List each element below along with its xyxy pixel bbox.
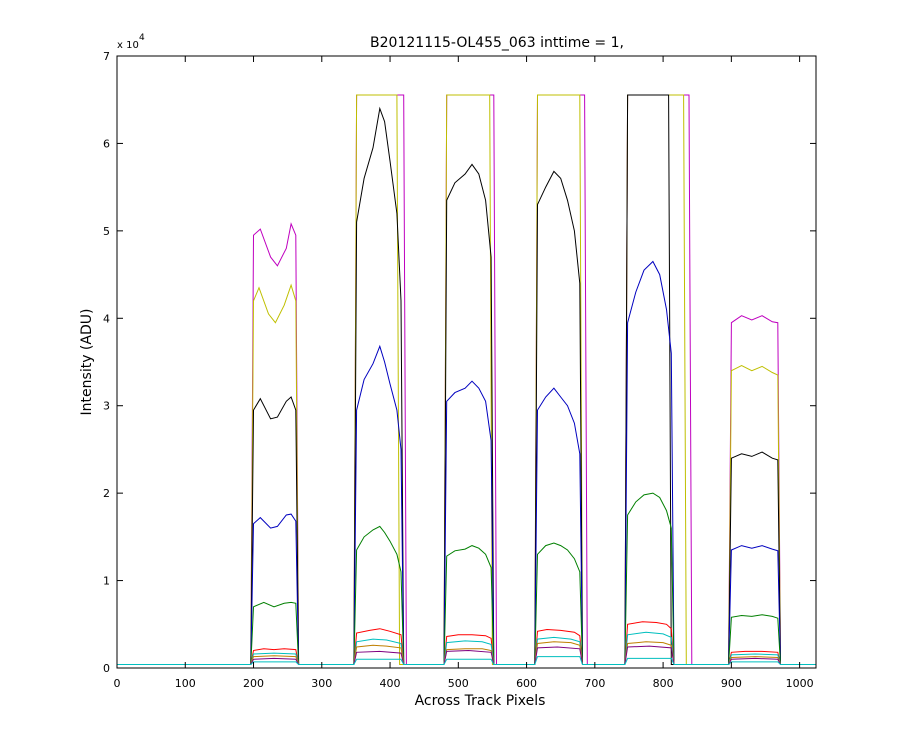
y-tick-label: 6 xyxy=(103,137,110,150)
y-tick-label: 1 xyxy=(103,575,110,588)
y-multiplier-exponent: 4 xyxy=(139,33,145,43)
y-tick-label: 0 xyxy=(103,662,110,675)
y-tick-label: 4 xyxy=(103,312,110,325)
x-tick-label: 1000 xyxy=(786,677,814,690)
plot-lines xyxy=(117,94,816,665)
x-tick-label: 0 xyxy=(114,677,121,690)
y-multiplier-text: x 10 xyxy=(117,40,139,51)
y-tick-label: 2 xyxy=(103,487,110,500)
x-tick-label: 100 xyxy=(175,677,196,690)
axes: 0 100 200 300 400 500 600 700 800 900 1000 0 1 2 3 4 5 6 7 xyxy=(103,50,817,690)
y-tick-label: 5 xyxy=(103,225,110,238)
x-tick-label: 800 xyxy=(653,677,674,690)
x-tick-label: 300 xyxy=(311,677,332,690)
series-line-9 xyxy=(117,656,816,665)
x-tick-label: 200 xyxy=(243,677,264,690)
series-line-1 xyxy=(117,94,816,665)
y-tick-label: 7 xyxy=(103,50,110,63)
x-tick-label: 600 xyxy=(516,677,537,690)
x-axis-label: Across Track Pixels xyxy=(415,693,546,709)
x-tick-label: 900 xyxy=(721,677,742,690)
y-tick-label: 3 xyxy=(103,400,110,413)
x-tick-label: 700 xyxy=(584,677,605,690)
chart-title: B20121115-OL455_063 inttime = 1, xyxy=(370,35,624,51)
x-tick-label: 400 xyxy=(380,677,401,690)
plot-frame xyxy=(116,55,817,669)
x-tick-label: 500 xyxy=(448,677,469,690)
y-axis-label: Intensity (ADU) xyxy=(79,309,95,416)
